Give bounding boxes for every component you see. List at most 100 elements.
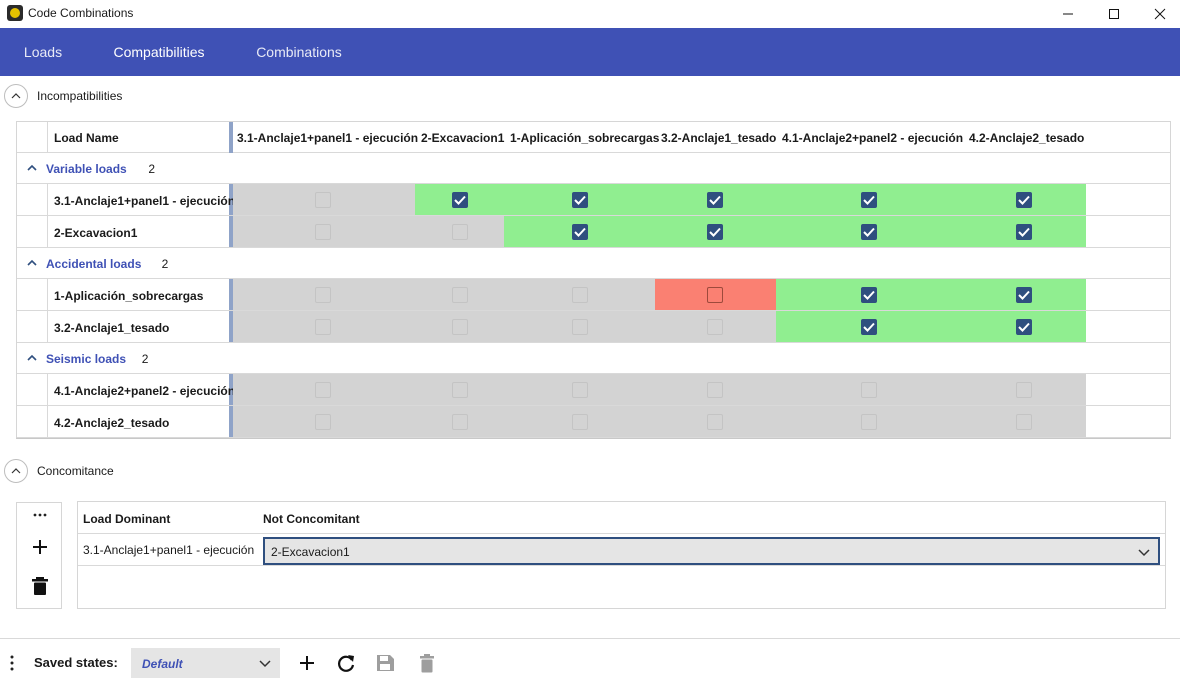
check-icon [863, 322, 875, 332]
chevron-up-icon[interactable] [27, 259, 37, 267]
save-icon[interactable] [375, 652, 397, 674]
compatibility-cell [655, 311, 776, 342]
incompatibilities-expander[interactable]: Incompatibilities [4, 84, 204, 108]
compatibility-checkbox [1016, 382, 1032, 398]
compatibility-cell [415, 311, 504, 342]
column-header[interactable]: 4.1-Anclaje2+panel2 - ejecución [782, 131, 964, 145]
check-icon [1018, 227, 1030, 237]
incompatibilities-collapse-button[interactable] [4, 84, 28, 108]
compatibility-cell [655, 374, 776, 405]
group-name: Accidental loads [46, 257, 142, 271]
table-row[interactable]: 3.1-Anclaje1+panel1 - ejecución [78, 533, 1165, 566]
tab-combinations[interactable]: Combinations [256, 44, 342, 60]
compatibility-cell [655, 279, 776, 310]
saved-states-select[interactable]: Default [131, 648, 280, 678]
close-icon [1154, 8, 1166, 20]
concomitance-expander[interactable]: Concomitance [4, 459, 204, 483]
column-header[interactable]: 3.1-Anclaje1+panel1 - ejecución [237, 131, 419, 145]
compatibility-checkbox [707, 414, 723, 430]
refresh-icon[interactable] [335, 652, 357, 674]
chevron-up-icon[interactable] [27, 354, 37, 362]
compatibility-checkbox[interactable] [861, 224, 877, 240]
chevron-up-icon[interactable] [27, 164, 37, 172]
compatibility-checkbox[interactable] [861, 287, 877, 303]
compatibility-checkbox[interactable] [707, 224, 723, 240]
compatibility-checkbox[interactable] [1016, 287, 1032, 303]
compatibility-cell [655, 406, 776, 437]
column-header[interactable]: 3.2-Anclaje1_tesado [661, 131, 777, 145]
compatibility-checkbox[interactable] [861, 319, 877, 335]
maximize-button[interactable] [1091, 0, 1137, 28]
compatibility-checkbox [452, 414, 468, 430]
chevron-down-icon [1138, 549, 1150, 557]
compatibility-checkbox[interactable] [707, 287, 723, 303]
check-icon [454, 195, 466, 205]
compatibility-cell [415, 374, 504, 405]
close-button[interactable] [1137, 0, 1180, 28]
add-state-icon[interactable] [296, 652, 318, 674]
compatibility-checkbox [861, 414, 877, 430]
column-header[interactable]: 2-Excavacion1 [421, 131, 505, 145]
check-icon [1018, 322, 1030, 332]
tab-compatibilities[interactable]: Compatibilities [92, 28, 226, 76]
group-count: 2 [141, 352, 149, 366]
check-icon [709, 195, 721, 205]
title-bar: Code Combinations [0, 0, 1180, 28]
compatibility-checkbox [452, 224, 468, 240]
compatibility-checkbox[interactable] [861, 192, 877, 208]
drag-handle-icon[interactable] [10, 655, 14, 671]
group-name: Variable loads [46, 162, 127, 176]
check-icon [709, 227, 721, 237]
compatibility-cell [655, 216, 776, 247]
compatibility-checkbox [315, 192, 331, 208]
compatibility-checkbox[interactable] [707, 192, 723, 208]
incompatibilities-grid: Load Name 3.1-Anclaje1+panel1 - ejecució… [16, 121, 1171, 439]
tab-loads[interactable]: Loads [23, 44, 63, 60]
row-load-name: 3.1-Anclaje1+panel1 - ejecución [54, 194, 236, 208]
compatibility-cell [415, 216, 504, 247]
not-concomitant-select[interactable]: 2-Excavacion1 [263, 537, 1160, 565]
compatibility-checkbox[interactable] [1016, 192, 1032, 208]
table-row: 1-Aplicación_sobrecargas [17, 279, 1170, 311]
compatibility-checkbox[interactable] [1016, 224, 1032, 240]
collapse-icon [11, 468, 21, 474]
grid-header-row: Load Name 3.1-Anclaje1+panel1 - ejecució… [17, 122, 1170, 153]
concomitance-collapse-button[interactable] [4, 459, 28, 483]
compatibility-checkbox[interactable] [452, 192, 468, 208]
incompatibilities-label: Incompatibilities [37, 89, 123, 103]
row-header-cell: 2-Excavacion1 [47, 216, 233, 247]
add-icon[interactable] [32, 539, 48, 555]
collapse-icon [11, 93, 21, 99]
compatibility-cell [504, 311, 655, 342]
check-icon [1018, 290, 1030, 300]
group-count: 2 [161, 257, 169, 271]
delete-state-icon[interactable] [416, 652, 438, 674]
group-row[interactable]: Variable loads 2 [17, 153, 1170, 184]
compatibility-checkbox[interactable] [1016, 319, 1032, 335]
bottom-bar: Saved states: Default [0, 638, 1180, 680]
group-row[interactable]: Seismic loads 2 [17, 343, 1170, 374]
compatibility-checkbox [572, 319, 588, 335]
compatibility-checkbox[interactable] [572, 192, 588, 208]
column-header[interactable]: 1-Aplicación_sobrecargas [510, 131, 660, 145]
column-header[interactable]: 4.2-Anclaje2_tesado [969, 131, 1085, 145]
compatibility-checkbox [572, 382, 588, 398]
compatibility-cell [655, 184, 776, 215]
compatibility-checkbox[interactable] [572, 224, 588, 240]
more-icon[interactable] [32, 512, 48, 518]
compatibility-cell [776, 216, 963, 247]
minimize-button[interactable] [1045, 0, 1091, 28]
row-load-name: 4.2-Anclaje2_tesado [54, 416, 170, 430]
compatibility-cell [776, 184, 963, 215]
delete-icon[interactable] [32, 577, 48, 595]
not-concomitant-header: Not Concomitant [263, 512, 360, 526]
compatibility-cell [233, 279, 415, 310]
compatibility-checkbox [572, 414, 588, 430]
compatibility-cell [504, 279, 655, 310]
check-icon [574, 227, 586, 237]
compatibility-checkbox [861, 382, 877, 398]
group-row[interactable]: Accidental loads 2 [17, 248, 1170, 279]
compatibility-cell [504, 216, 655, 247]
maximize-icon [1109, 9, 1119, 19]
row-load-name: 4.1-Anclaje2+panel2 - ejecución [54, 384, 236, 398]
